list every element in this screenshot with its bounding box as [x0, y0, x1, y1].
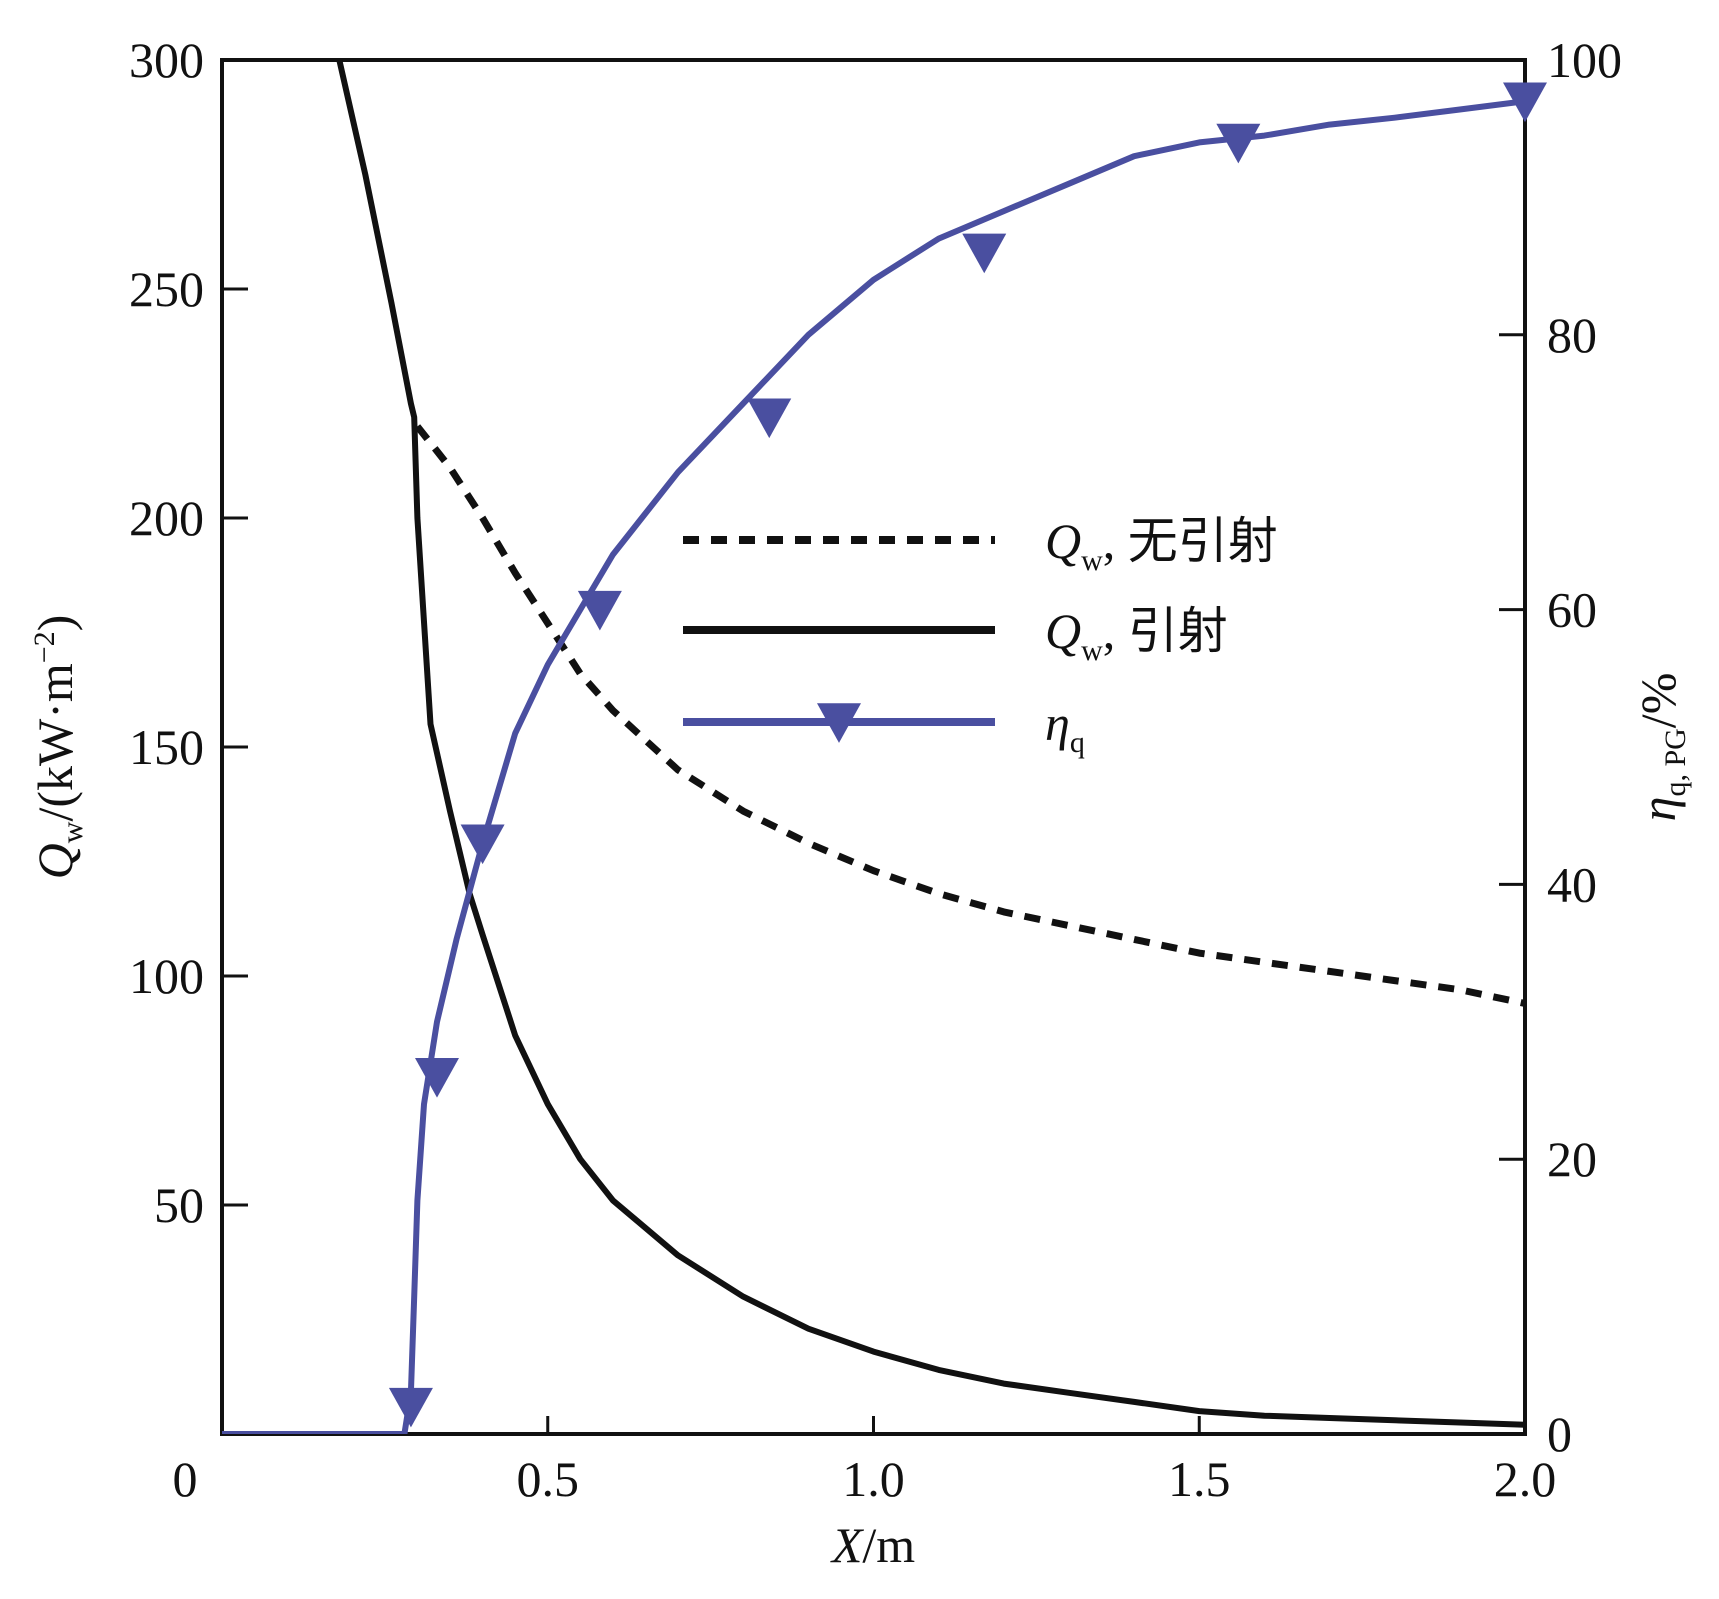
- y-left-tick-label: 250: [129, 261, 204, 317]
- x-tick-label: 1.0: [842, 1451, 905, 1507]
- y-left-tick-label: 100: [129, 948, 204, 1004]
- y-right-tick-label: 80: [1547, 307, 1597, 363]
- legend-label-2: ηq: [1045, 695, 1085, 759]
- y-left-tick-label: 200: [129, 490, 204, 546]
- series-marker: [388, 1387, 433, 1428]
- y-left-tick-label: 300: [129, 32, 204, 88]
- y-right-tick-label: 0: [1547, 1406, 1572, 1462]
- series-marker: [962, 233, 1007, 274]
- legend: Qw, 无引射 Qw, 引射 ηq: [683, 513, 1278, 759]
- series-marker: [460, 824, 505, 865]
- y-left-tick-label: 150: [129, 719, 204, 775]
- series-marker: [414, 1058, 459, 1098]
- series-marker: [747, 398, 792, 439]
- x-tick-label: 1.5: [1168, 1451, 1231, 1507]
- series-line-1: [336, 60, 1525, 1428]
- x-tick-label: 0.5: [517, 1451, 580, 1507]
- series-line-2: [222, 98, 1525, 1434]
- axis-labels: 0.5 1.0 1.5 2.00X/m501001502002503000204060…: [27, 32, 1692, 1573]
- y-left-tick-label: 50: [154, 1177, 204, 1233]
- x-tick-label: 2.0: [1494, 1451, 1557, 1507]
- legend-marker: [817, 703, 861, 743]
- series-marker: [577, 590, 622, 631]
- y-right-tick-label: 20: [1547, 1131, 1597, 1187]
- y-left-axis-title: Qw/(kW·m−2): [27, 615, 89, 880]
- x-axis-title: X/m: [830, 1517, 915, 1573]
- y-right-tick-label: 60: [1547, 582, 1597, 638]
- y-right-tick-label: 100: [1547, 32, 1622, 88]
- series-marker: [1503, 82, 1547, 123]
- legend-label-1: Qw, 引射: [1045, 603, 1228, 667]
- y-right-axis-title: ηq, PG/%: [1630, 673, 1692, 822]
- series-marker: [1216, 123, 1261, 164]
- series-line-0: [414, 424, 1525, 1007]
- legend-label-0: Qw, 无引射: [1045, 513, 1278, 577]
- x-origin-label: 0: [173, 1451, 198, 1507]
- y-right-tick-label: 40: [1547, 856, 1597, 912]
- series-layer: [222, 60, 1547, 1434]
- tick-marks: [222, 58, 1527, 1436]
